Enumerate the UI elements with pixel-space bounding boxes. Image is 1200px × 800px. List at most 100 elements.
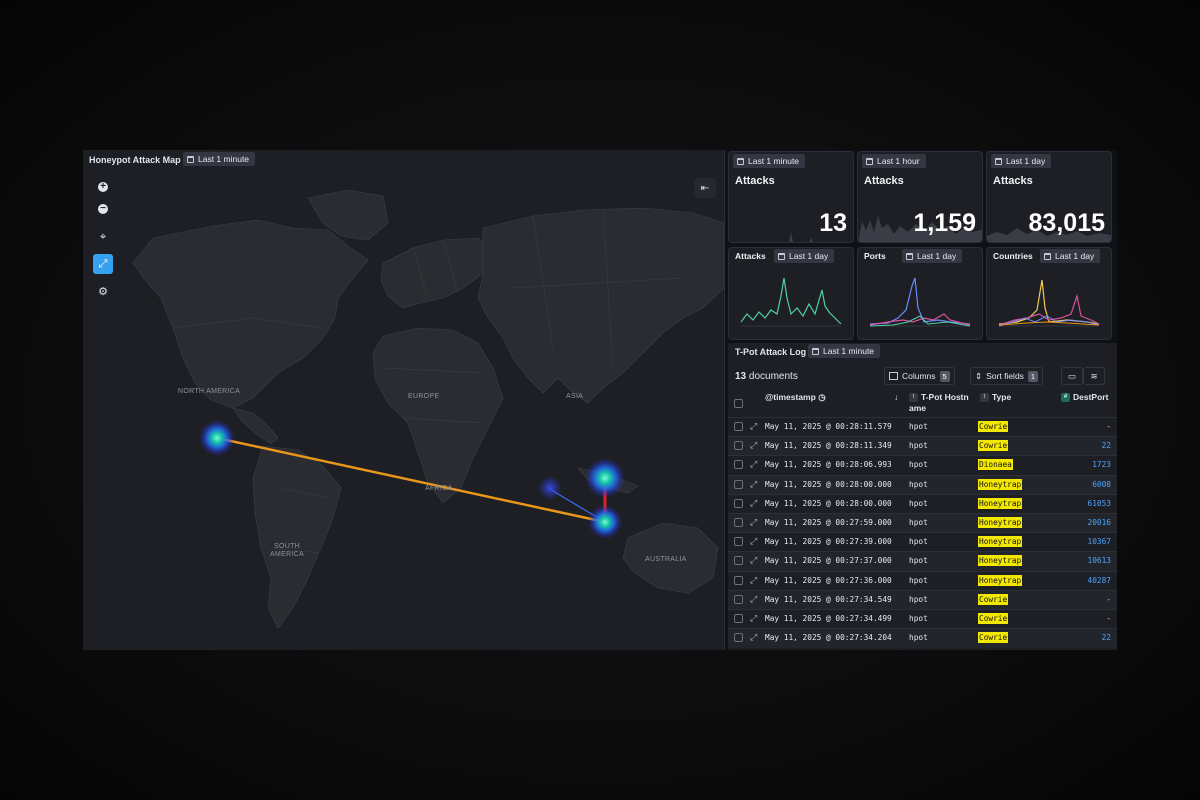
table-row[interactable]: ⤢ May 11, 2025 @ 00:27:59.000 hpot Honeytra… [728,513,1117,533]
row-type: Cowrie [978,440,1009,452]
row-checkbox[interactable] [734,422,743,431]
expand-row-icon[interactable]: ⤢ [750,517,758,527]
metric-time-badge[interactable]: Last 1 hour [862,154,926,168]
expand-row-icon[interactable]: ⤢ [750,536,758,547]
sort-arrow-icon[interactable]: ↓ [894,392,899,402]
expand-row-icon[interactable]: ⤢ [750,574,758,585]
column-header-type-label: Type [992,392,1012,402]
mini-chart-time-badge[interactable]: Last 1 day [1040,249,1101,263]
metric-card-1h: Last 1 hour Attacks 1,159 [857,151,983,243]
central-america-land [232,407,279,445]
zoom-out-icon: − [98,204,108,214]
display-options-button[interactable]: ▭ [1061,367,1083,385]
sort-fields-button[interactable]: ⇕ Sort fields 1 [970,367,1044,385]
row-checkbox[interactable] [734,518,743,527]
row-checkbox[interactable] [734,441,743,451]
document-count: 13 documents [735,371,798,382]
expand-row-icon[interactable]: ⤢ [750,497,758,508]
table-row[interactable]: ⤢ May 11, 2025 @ 00:27:34.499 hpot Cowrie - [728,609,1117,629]
expand-row-icon[interactable]: ⤢ [750,478,758,489]
density-settings-button[interactable]: ≋ [1083,367,1105,385]
row-type: Cowrie [978,632,1009,644]
calendar-icon [906,252,913,260]
table-row[interactable]: ⤢ May 11, 2025 @ 00:27:34.549 hpot Cowrie - [728,589,1117,610]
expand-row-icon[interactable]: ⤢ [750,632,758,643]
column-header-destport-label: DestPort [1073,392,1109,402]
attack-hotspot-india[interactable] [538,476,562,500]
legend-toggle-button[interactable]: ⇤ [694,178,716,198]
table-row[interactable]: ⤢ May 11, 2025 @ 00:28:11.579 hpot Cowrie - [728,417,1117,437]
expand-row-icon[interactable]: ⤢ [750,421,758,431]
row-destport: - [1106,614,1111,623]
column-header-destport[interactable]: # DestPort [1061,392,1108,403]
row-checkbox[interactable] [734,537,743,547]
row-checkbox[interactable] [734,633,743,643]
zoom-out-button[interactable]: − [93,199,113,219]
table-row[interactable]: ⤢ May 11, 2025 @ 00:27:39.000 hpot Honeytra… [728,532,1117,552]
metric-time-badge[interactable]: Last 1 minute [733,154,806,168]
column-header-timestamp[interactable]: @timestamp ◷ [765,392,826,403]
row-destport: 22 [1101,633,1111,643]
table-row[interactable]: ⤢ May 11, 2025 @ 00:28:11.349 hpot Cowrie 22 [728,436,1117,457]
row-hostname: hpot [909,460,928,470]
table-row[interactable]: ⤢ May 11, 2025 @ 00:28:00.000 hpot Honeytra… [728,474,1117,495]
column-header-type[interactable]: t Type [980,392,1011,403]
world-map[interactable] [83,168,724,650]
mini-chart-ports: Ports Last 1 day [857,247,983,340]
attack-hotspot-north-america[interactable] [199,420,235,456]
sort-count-badge: 1 [1027,370,1039,382]
attack-hotspot-indonesia[interactable] [588,505,622,539]
columns-button[interactable]: Columns 5 [884,367,955,385]
column-header-hostname[interactable]: t T-Pot Hostn ame [909,392,969,414]
log-time-badge[interactable]: Last 1 minute [808,344,881,358]
map-time-label: Last 1 minute [198,154,250,164]
expand-row-icon[interactable]: ⤢ [750,593,758,604]
measure-button[interactable]: ⤢ [93,254,113,274]
row-destport: 6008 [1092,479,1111,489]
row-checkbox[interactable] [734,594,743,604]
attack-hotspot-east-asia[interactable] [585,458,625,498]
fit-data-button[interactable]: ⌖ [93,227,113,247]
metric-time-badge[interactable]: Last 1 day [991,154,1052,168]
row-type: Honeytrap [978,478,1023,490]
crosshair-icon: ⌖ [99,230,107,243]
row-checkbox[interactable] [734,556,743,566]
table-row[interactable]: ⤢ May 11, 2025 @ 00:27:37.000 hpot Honeytra… [728,551,1117,572]
map-tools-button[interactable]: ⚙ [93,281,113,301]
row-checkbox[interactable] [734,498,743,508]
map-label-australia: AUSTRALIA [645,556,687,563]
mini-chart-time-badge[interactable]: Last 1 day [774,249,835,263]
table-row[interactable]: ⤢ May 11, 2025 @ 00:27:36.000 hpot Honeytra… [728,570,1117,591]
map-label-asia: ASIA [566,393,584,400]
metric-title: Attacks [735,175,775,187]
mini-chart-time-badge[interactable]: Last 1 day [902,249,963,263]
document-count-label: documents [748,371,798,382]
expand-row-icon[interactable]: ⤢ [750,440,758,451]
row-timestamp: May 11, 2025 @ 00:28:00.000 [765,498,892,508]
attack-log-panel: T-Pot Attack Log Last 1 minute 13 docume… [728,343,1117,650]
table-row[interactable]: ⤢ May 11, 2025 @ 00:28:00.000 hpot Honeytra… [728,493,1117,514]
land-masses [132,189,724,629]
expand-row-icon[interactable]: ⤢ [750,555,758,566]
metric-time-label: Last 1 minute [748,156,800,166]
row-checkbox[interactable] [734,460,743,470]
row-checkbox[interactable] [734,614,743,623]
row-hostname: hpot [909,422,928,431]
table-row[interactable]: ⤢ May 11, 2025 @ 00:27:34.204 hpot Cowrie 22 [728,628,1117,649]
zoom-in-button[interactable]: + [93,177,113,197]
mini-chart-time-label: Last 1 day [789,251,829,261]
row-destport: - [1106,422,1111,431]
expand-row-icon[interactable]: ⤢ [750,459,758,470]
map-time-badge[interactable]: Last 1 minute [183,152,256,166]
metric-sparkline [987,228,1111,242]
north-america-land [132,219,369,409]
string-type-icon: t [909,393,918,403]
select-all-checkbox[interactable] [734,399,743,408]
table-row[interactable]: ⤢ May 11, 2025 @ 00:28:06.993 hpot Dionaea 1… [728,455,1117,475]
row-checkbox[interactable] [734,575,743,585]
expand-row-icon[interactable]: ⤢ [750,613,758,623]
row-checkbox[interactable] [734,479,743,489]
row-type: Cowrie [978,421,1009,432]
row-type: Honeytrap [978,517,1023,528]
row-destport: - [1106,594,1111,604]
